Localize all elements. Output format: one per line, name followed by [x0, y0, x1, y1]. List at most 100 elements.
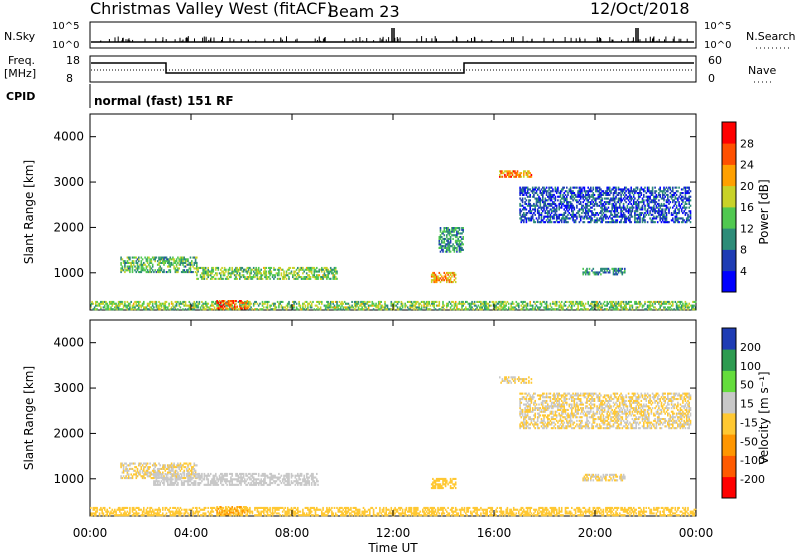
velocity-cell	[167, 480, 169, 482]
power-cell	[327, 269, 329, 271]
power-cell	[250, 271, 252, 273]
power-colorbar-swatch	[722, 165, 736, 187]
power-cell	[576, 301, 578, 303]
power-cell	[661, 221, 663, 223]
power-cell	[543, 187, 545, 189]
power-cell	[663, 203, 665, 205]
power-cell	[267, 303, 269, 305]
power-cell	[157, 260, 159, 262]
power-cell	[449, 243, 451, 245]
power-cell	[341, 301, 343, 303]
power-cell	[207, 276, 209, 278]
power-cell	[639, 221, 641, 223]
power-cell	[562, 306, 564, 308]
power-cell	[170, 266, 172, 268]
power-cell	[129, 306, 131, 308]
velocity-cell	[190, 480, 192, 482]
power-cell	[566, 208, 568, 210]
power-cell	[224, 267, 226, 269]
velocity-cell	[240, 475, 242, 477]
power-cell	[197, 278, 199, 280]
power-cell	[282, 308, 284, 310]
velocity-cell	[317, 480, 319, 482]
power-cell	[686, 221, 688, 223]
power-cell	[661, 305, 663, 307]
power-cell	[293, 272, 295, 274]
power-cell	[220, 302, 222, 304]
power-cell	[647, 212, 649, 214]
power-cell	[647, 221, 649, 223]
velocity-cell	[209, 475, 211, 477]
power-cell	[562, 188, 564, 190]
power-cell	[311, 269, 313, 271]
velocity-cell	[240, 484, 242, 486]
velocity-cell	[316, 473, 318, 475]
power-cell	[688, 198, 690, 200]
power-cell	[661, 203, 663, 205]
velocity-cell	[216, 482, 218, 484]
power-cell	[176, 258, 178, 260]
velocity-cell	[199, 484, 201, 486]
power-cell	[672, 190, 674, 192]
power-cell	[619, 192, 621, 194]
velocity-cell	[139, 470, 141, 472]
velocity-cell	[127, 472, 129, 474]
power-cell	[136, 260, 138, 262]
power-cell	[587, 308, 589, 310]
power-cell	[302, 272, 304, 274]
power-cell	[156, 257, 158, 259]
power-cell	[552, 301, 554, 303]
power-cell	[615, 205, 617, 207]
power-cell	[658, 192, 660, 194]
power-cell	[287, 305, 289, 307]
power-cell	[625, 190, 627, 192]
power-cell	[454, 272, 456, 274]
power-y-tick-label: 1000	[53, 266, 84, 280]
freq-label: Freq.	[8, 54, 35, 67]
power-cell	[541, 216, 543, 218]
power-cell	[678, 203, 680, 205]
power-cell	[586, 207, 588, 209]
power-cell	[677, 308, 679, 310]
power-cell	[540, 306, 542, 308]
power-cell	[649, 217, 651, 219]
power-cell	[639, 305, 641, 307]
power-cell	[201, 301, 203, 303]
velocity-cell	[288, 478, 290, 480]
power-cell	[495, 301, 497, 303]
power-cell	[433, 272, 435, 274]
power-cell	[278, 305, 280, 307]
power-cell	[380, 308, 382, 310]
power-cell	[663, 308, 665, 310]
power-cell	[590, 201, 592, 203]
power-cell	[618, 187, 620, 189]
power-cell	[523, 172, 525, 174]
power-cell	[223, 304, 225, 306]
power-cell	[454, 231, 456, 233]
velocity-cell	[223, 484, 225, 486]
velocity-cell	[132, 468, 134, 470]
power-cell	[558, 208, 560, 210]
power-cell	[683, 219, 685, 221]
power-cell	[176, 303, 178, 305]
power-cell	[427, 305, 429, 307]
power-cell	[314, 274, 316, 276]
power-cell	[633, 194, 635, 196]
power-cell	[656, 198, 658, 200]
power-cell	[646, 214, 648, 216]
power-cell	[452, 238, 454, 240]
power-cell	[558, 221, 560, 223]
velocity-cell	[200, 478, 202, 480]
power-cell	[657, 216, 659, 218]
power-cell	[311, 272, 313, 274]
velocity-cell	[229, 482, 231, 484]
power-cell	[138, 260, 140, 262]
power-cell	[615, 268, 617, 270]
power-cell	[513, 308, 515, 310]
power-cell	[526, 203, 528, 205]
power-cell	[248, 271, 250, 273]
velocity-cell	[136, 466, 138, 468]
velocity-cell	[181, 466, 183, 468]
power-cell	[608, 217, 610, 219]
